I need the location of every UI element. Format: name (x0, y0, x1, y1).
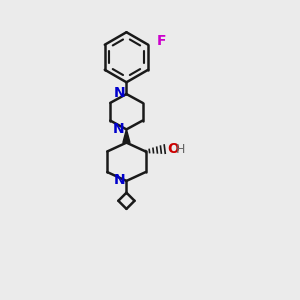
Text: N: N (112, 122, 124, 136)
Text: H: H (176, 143, 185, 156)
Text: N: N (113, 173, 125, 187)
Text: O: O (168, 142, 179, 155)
Text: F: F (156, 34, 166, 48)
Polygon shape (123, 129, 130, 142)
Text: N: N (113, 86, 125, 100)
